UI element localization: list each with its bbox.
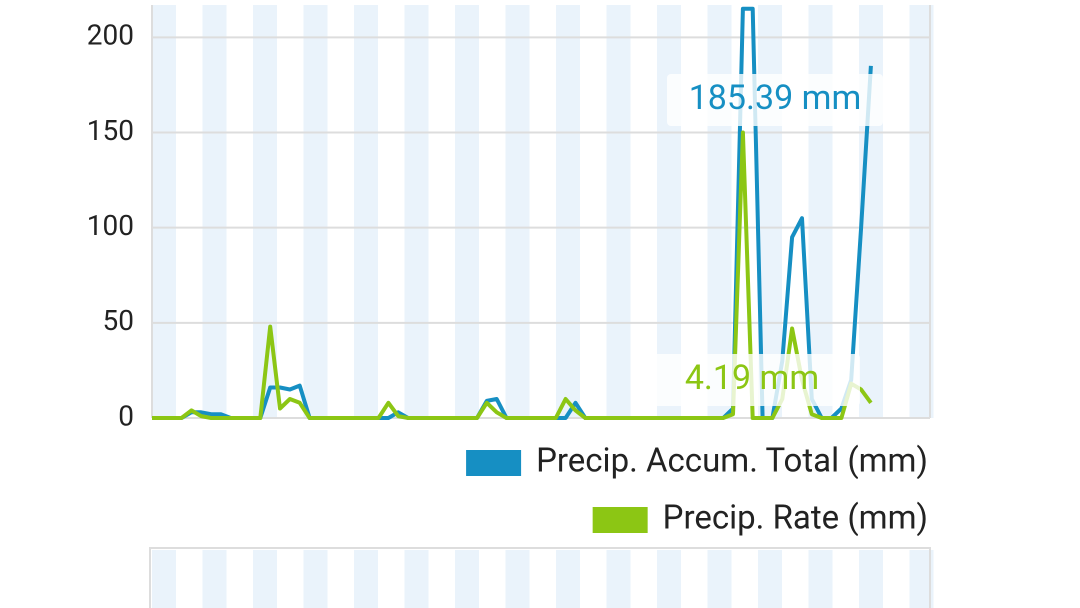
stripe	[808, 5, 833, 418]
stripe	[303, 550, 328, 608]
stripe	[556, 5, 580, 418]
annotation: 185.39 mm	[689, 78, 862, 118]
stripe	[202, 550, 227, 608]
grid: 0 50 100 150 200	[87, 19, 930, 432]
stripe	[404, 5, 429, 418]
annotation-bg	[667, 74, 883, 126]
y-tick-label: 0	[118, 399, 134, 432]
stripe	[253, 550, 277, 608]
legend: Precip. Accum. Total (mm) Precip. Rate (m…	[466, 442, 928, 538]
stripe	[303, 5, 328, 418]
stripe	[657, 5, 681, 418]
annotation: 4.19 mm	[685, 358, 819, 398]
stripe	[606, 550, 631, 608]
stripe	[606, 5, 631, 418]
legend-swatch	[592, 507, 648, 533]
next-chart-frame	[149, 547, 931, 608]
stripe	[758, 550, 782, 608]
stripe	[505, 5, 530, 418]
plot-background	[151, 5, 934, 608]
stripe	[404, 550, 429, 608]
stripe	[657, 550, 681, 608]
stripe	[556, 550, 580, 608]
stripe	[859, 550, 883, 608]
stripe	[152, 550, 176, 608]
stripe	[152, 5, 176, 418]
stripe	[455, 550, 479, 608]
annotation-bg	[644, 354, 860, 406]
stripe	[707, 550, 732, 608]
stripe	[707, 5, 732, 418]
stripe	[808, 550, 833, 608]
stripe	[455, 5, 479, 418]
legend-label: Precip. Rate (mm)	[663, 499, 928, 538]
stripe	[354, 550, 378, 608]
y-tick-label: 200	[87, 19, 134, 52]
stripe	[354, 5, 378, 418]
annotations: 185.39 mm 4.19 mm	[644, 74, 883, 406]
y-tick-label: 50	[103, 304, 134, 337]
legend-label: Precip. Accum. Total (mm)	[536, 442, 928, 481]
stripe	[505, 550, 530, 608]
legend-swatch	[466, 450, 522, 476]
stripe	[202, 5, 227, 418]
y-tick-label: 150	[87, 114, 134, 147]
y-tick-label: 100	[87, 209, 134, 242]
